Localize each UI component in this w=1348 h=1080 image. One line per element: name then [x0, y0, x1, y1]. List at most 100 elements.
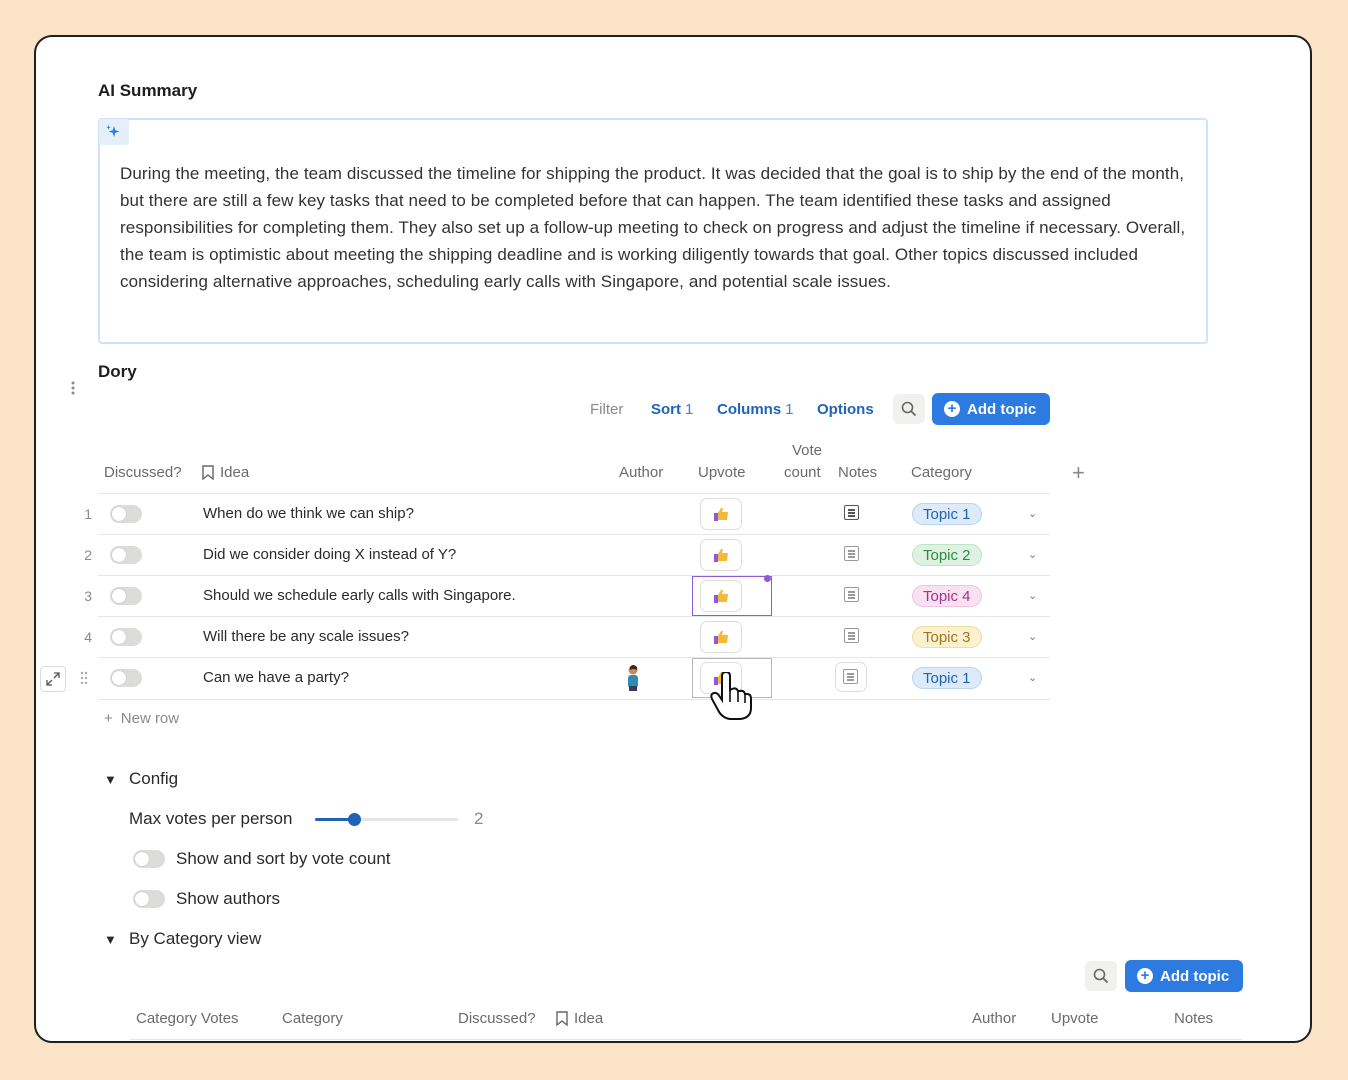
row-number: 4: [84, 629, 92, 645]
category-add-topic-button[interactable]: + Add topic: [1125, 960, 1243, 992]
chevron-down-icon[interactable]: ⌄: [1028, 672, 1038, 684]
triangle-down-icon[interactable]: ▼: [104, 932, 117, 947]
filter-button[interactable]: Filter: [590, 401, 624, 418]
col-notes[interactable]: Notes: [838, 464, 878, 481]
notes-button[interactable]: [835, 662, 867, 692]
search-button[interactable]: [893, 394, 925, 424]
add-topic-button[interactable]: + Add topic: [932, 393, 1050, 425]
notes-icon: [843, 669, 858, 684]
upvote-button[interactable]: [700, 539, 742, 571]
columns-label: Columns: [717, 401, 782, 418]
drag-handle-icon[interactable]: [70, 380, 76, 396]
col-notes[interactable]: Notes: [1174, 1010, 1214, 1027]
category-search-button[interactable]: [1085, 961, 1117, 991]
ai-summary-text: During the meeting, the team discussed t…: [120, 164, 1186, 291]
notes-icon[interactable]: [844, 546, 859, 561]
discussed-toggle[interactable]: [110, 505, 142, 523]
col-author[interactable]: Author: [972, 1010, 1017, 1027]
bookmark-icon: [556, 1011, 568, 1026]
row-number: 1: [84, 506, 92, 522]
idea-text[interactable]: Should we schedule early calls with Sing…: [203, 587, 516, 604]
idea-text[interactable]: Will there be any scale issues?: [203, 628, 409, 645]
category-tag[interactable]: Topic 2: [912, 544, 982, 566]
category-tag[interactable]: Topic 4: [912, 585, 982, 607]
col-upvote[interactable]: Upvote: [1051, 1010, 1099, 1027]
col-idea-label: Idea: [220, 464, 250, 481]
idea-text[interactable]: When do we think we can ship?: [203, 505, 414, 522]
app-window: AI Summary During the meeting, the team …: [34, 35, 1312, 1043]
col-idea[interactable]: Idea: [202, 464, 249, 481]
table-row[interactable]: 2 Did we consider doing X instead of Y? …: [84, 534, 1050, 576]
table-row[interactable]: 1 When do we think we can ship? Topic 1 …: [84, 493, 1050, 535]
selected-cell-outline: [692, 576, 772, 616]
show-sort-toggle[interactable]: [133, 850, 165, 868]
sort-label: Sort: [651, 401, 681, 418]
col-category[interactable]: Category: [911, 464, 972, 481]
discussed-toggle[interactable]: [110, 587, 142, 605]
row-number: 3: [84, 588, 92, 604]
notes-icon[interactable]: [844, 505, 859, 520]
col-idea[interactable]: Idea: [556, 1010, 603, 1027]
new-row-button[interactable]: + New row: [104, 710, 179, 727]
bookmark-icon: [202, 465, 214, 480]
thumbs-up-icon: [714, 631, 728, 644]
notes-icon[interactable]: [844, 587, 859, 602]
max-votes-label: Max votes per person: [129, 809, 293, 828]
discussed-toggle[interactable]: [110, 628, 142, 646]
slider-knob[interactable]: [347, 813, 361, 826]
search-icon: [1093, 968, 1109, 984]
new-row-label: New row: [120, 710, 180, 727]
col-discussed[interactable]: Discussed?: [104, 464, 182, 481]
plus-circle-icon: +: [944, 401, 960, 417]
col-vote-count-line2[interactable]: count: [784, 464, 821, 481]
table-row[interactable]: 4 Will there be any scale issues? Topic …: [84, 616, 1050, 658]
add-column-icon[interactable]: +: [1072, 460, 1085, 485]
chevron-down-icon[interactable]: ⌄: [1028, 590, 1038, 602]
table-row[interactable]: Can we have a party? Topic 1 ⌄: [40, 657, 1050, 720]
notes-icon[interactable]: [844, 628, 859, 643]
category-add-topic-label: Add topic: [1160, 967, 1230, 985]
expand-icon: [46, 672, 60, 686]
ai-summary-title: AI Summary: [98, 81, 198, 100]
category-tag[interactable]: Topic 1: [912, 667, 982, 689]
col-category-votes[interactable]: Category Votes: [136, 1010, 239, 1027]
author-avatar: [622, 664, 644, 692]
expand-row-button[interactable]: [40, 666, 66, 692]
discussed-toggle[interactable]: [110, 546, 142, 564]
show-authors-toggle[interactable]: [133, 890, 165, 908]
sort-button[interactable]: Sort 1: [651, 401, 693, 418]
category-view-title[interactable]: By Category view: [129, 929, 262, 948]
col-vote-count-line1[interactable]: Vote: [792, 442, 823, 459]
category-tag[interactable]: Topic 1: [912, 503, 982, 525]
upvote-button[interactable]: [700, 580, 742, 612]
options-button[interactable]: Options: [817, 401, 874, 418]
chevron-down-icon[interactable]: ⌄: [1028, 549, 1038, 561]
dory-title: Dory: [98, 362, 137, 381]
upvote-button[interactable]: [700, 621, 742, 653]
upvote-button[interactable]: [700, 498, 742, 530]
sort-count: 1: [685, 401, 694, 418]
col-discussed[interactable]: Discussed?: [458, 1010, 536, 1027]
config-title[interactable]: Config: [129, 769, 179, 788]
columns-button[interactable]: Columns 1: [717, 401, 794, 418]
show-authors-label: Show authors: [176, 889, 280, 908]
col-author[interactable]: Author: [619, 464, 664, 481]
idea-text[interactable]: Can we have a party?: [203, 669, 349, 686]
discussed-toggle[interactable]: [110, 669, 142, 687]
collaborator-cursor-dot: [764, 575, 771, 582]
thumbs-up-icon: [714, 590, 728, 603]
triangle-down-icon[interactable]: ▼: [104, 772, 117, 787]
col-category[interactable]: Category: [282, 1010, 343, 1027]
chevron-down-icon[interactable]: ⌄: [1028, 508, 1038, 520]
col-upvote[interactable]: Upvote: [698, 464, 746, 481]
max-votes-slider[interactable]: [315, 813, 458, 826]
chevron-down-icon[interactable]: ⌄: [1028, 631, 1038, 643]
hand-pointer-cursor-icon: [710, 670, 752, 720]
table-row[interactable]: 3 Should we schedule early calls with Si…: [84, 575, 1050, 617]
sparkle-icon: [99, 119, 129, 145]
category-tag[interactable]: Topic 3: [912, 626, 982, 648]
plus-icon: +: [104, 710, 113, 727]
add-topic-label: Add topic: [967, 400, 1037, 418]
idea-text[interactable]: Did we consider doing X instead of Y?: [203, 546, 457, 563]
row-drag-handle-icon[interactable]: [80, 670, 88, 691]
